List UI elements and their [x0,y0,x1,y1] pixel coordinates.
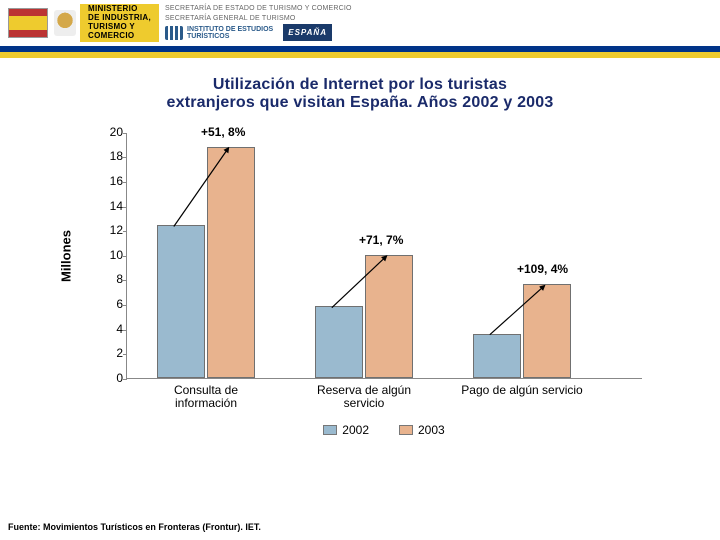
institute-line1: INSTITUTO DE ESTUDIOS [187,26,273,33]
page-title: Utilización de Internet por los turistas… [0,76,720,113]
institute-line2: TURÍSTICOS [187,33,273,40]
legend: 2002 2003 [126,423,642,437]
secretariat-line2: SECRETARÍA GENERAL DE TURISMO [165,15,352,23]
ministry-text: MINISTERIODE INDUSTRIA,TURISMO YCOMERCIO [88,5,151,40]
y-tick: 10 [110,248,127,262]
espana-badge: ESPAÑA [283,24,332,41]
secretariat-block: SECRETARÍA DE ESTADO DE TURISMO Y COMERC… [165,5,352,41]
chart: Millones02468101214161820+51, 8%Consulta… [70,119,650,449]
y-tick: 20 [110,125,127,139]
y-axis-label: Millones [59,230,74,282]
coat-of-arms-icon [54,10,76,36]
y-tick: 0 [116,371,127,385]
arrow-icon [127,133,643,379]
header: MINISTERIODE INDUSTRIA,TURISMO YCOMERCIO… [0,0,720,46]
header-bar-yellow [0,52,720,58]
source-text: Fuente: Movimientos Turísticos en Fronte… [8,522,261,532]
category-label: Consulta de información [142,378,270,410]
institute-logo-icon [165,26,183,40]
legend-item-2002: 2002 [323,423,369,437]
category-label: Reserva de algúnservicio [300,378,428,410]
ministry-block: MINISTERIODE INDUSTRIA,TURISMO YCOMERCIO [80,4,159,42]
category-label: Pago de algún servicio [458,378,586,397]
plot-area: 02468101214161820+51, 8%Consulta de info… [126,133,642,379]
legend-item-2003: 2003 [399,423,445,437]
secretariat-line1: SECRETARÍA DE ESTADO DE TURISMO Y COMERC… [165,5,352,13]
spain-flag-icon [8,8,48,38]
